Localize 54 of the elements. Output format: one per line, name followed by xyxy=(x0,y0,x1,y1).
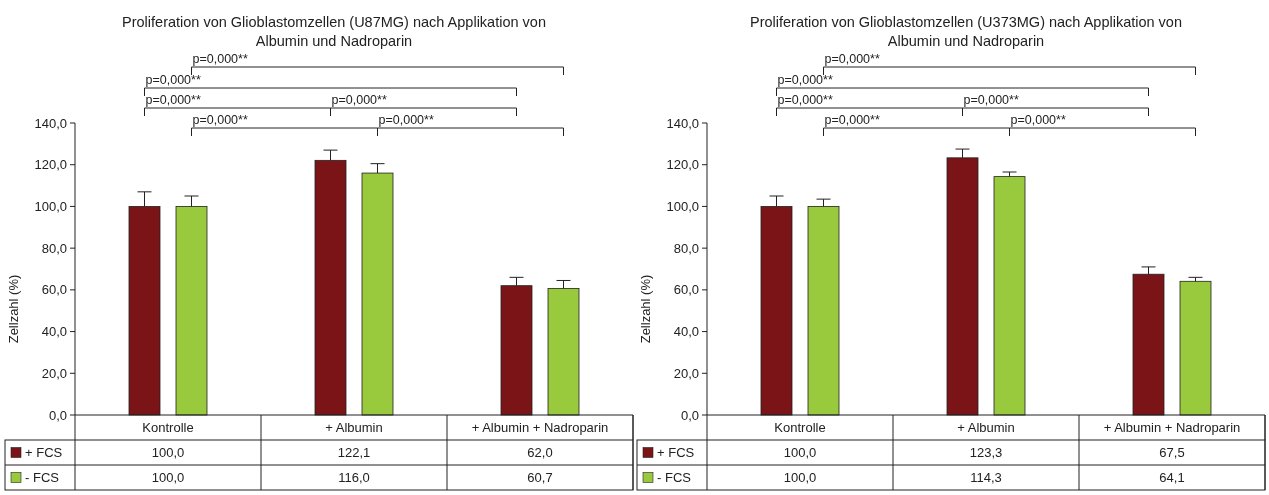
data-label: 62,0 xyxy=(527,445,553,461)
y-tick-label: 80,0 xyxy=(673,240,699,256)
text: p=0,000** xyxy=(777,73,833,87)
annotation: p=0,000** xyxy=(1010,113,1066,127)
x-tick-label: + Albumin + Nadroparin xyxy=(471,420,609,436)
y-tick-label: 140,0 xyxy=(34,115,67,131)
x-tick-label: + Albumin xyxy=(957,420,1015,436)
y-tick-label: 60,0 xyxy=(41,282,67,298)
y-tick-label: 0,0 xyxy=(48,407,67,423)
x-tick-label: Kontrolle xyxy=(142,420,194,436)
y-tick-label: 60,0 xyxy=(673,282,699,298)
legend-label: - FCS xyxy=(25,470,60,486)
data-label: 100,0 xyxy=(151,470,185,486)
annotation: p=0,000** xyxy=(378,113,434,127)
y-tick-label: 20,0 xyxy=(41,365,67,381)
data-label: 114,3 xyxy=(970,470,1002,486)
text: p=0,000** xyxy=(963,93,1019,107)
x-tick-label: + Albumin xyxy=(325,420,383,436)
text: p=0,000** xyxy=(145,73,201,87)
legend-label: - FCS xyxy=(657,470,692,486)
x-tick-label: Kontrolle xyxy=(774,420,826,436)
y-tick-label: 20,0 xyxy=(673,365,699,381)
chart-title: Proliferation von Glioblastomzellen (U373MG) nach Applikation von Albumin und Nadroparin xyxy=(750,14,1182,49)
data-label: 100,0 xyxy=(783,470,817,486)
data-label: 60,7 xyxy=(527,470,553,486)
text: p=0,000** xyxy=(192,52,248,66)
annotation: p=0,000** xyxy=(192,113,248,127)
y-tick-label: 40,0 xyxy=(673,324,699,340)
legend-label: + FCS xyxy=(25,445,63,461)
y-tick-label: 0,0 xyxy=(680,407,699,423)
x-tick-label: + Albumin + Nadroparin xyxy=(1103,420,1241,436)
y-tick-label: 140,0 xyxy=(666,115,699,131)
text: p=0,000** xyxy=(331,93,387,107)
y-tick-label: 40,0 xyxy=(41,324,67,340)
data-label: 116,0 xyxy=(338,470,370,486)
y-axis-title: Zellzahl (%) xyxy=(638,274,653,344)
text: p=0,000** xyxy=(145,93,201,107)
legend-label: + FCS xyxy=(657,445,695,461)
annotation: p=0,000** xyxy=(824,113,880,127)
data-label: 67,5 xyxy=(1159,445,1185,461)
text: p=0,000** xyxy=(777,93,833,107)
y-tick-label: 80,0 xyxy=(41,240,67,256)
data-label: 123,3 xyxy=(969,445,1003,461)
y-tick-label: 120,0 xyxy=(666,157,699,173)
data-label: 100,0 xyxy=(783,445,817,461)
data-label: 122,1 xyxy=(337,445,371,461)
data-label: 64,1 xyxy=(1159,470,1185,486)
y-axis-title: Zellzahl (%) xyxy=(6,274,21,344)
y-tick-label: 100,0 xyxy=(34,198,67,214)
y-tick-label: 100,0 xyxy=(666,198,699,214)
data-label: 100,0 xyxy=(151,445,185,461)
text: p=0,000** xyxy=(824,52,880,66)
chart-title: Proliferation von Glioblastomzellen (U87MG) nach Applikation von Albumin und Nadroparin xyxy=(122,14,546,49)
y-tick-label: 120,0 xyxy=(34,157,67,173)
